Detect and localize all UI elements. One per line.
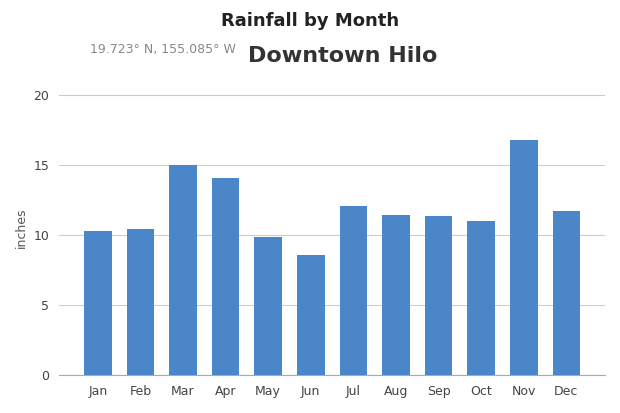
Text: 19.723° N, 155.085° W: 19.723° N, 155.085° W xyxy=(90,43,236,56)
Bar xyxy=(340,206,367,375)
Bar xyxy=(425,216,453,375)
Bar xyxy=(169,165,197,375)
Text: Downtown Hilo: Downtown Hilo xyxy=(248,46,437,66)
Bar xyxy=(510,140,538,375)
Bar xyxy=(254,237,282,375)
Text: Rainfall by Month: Rainfall by Month xyxy=(221,12,399,31)
Bar xyxy=(212,178,239,375)
Bar xyxy=(84,231,112,375)
Bar xyxy=(552,211,580,375)
Y-axis label: inches: inches xyxy=(15,208,28,249)
Bar xyxy=(126,229,154,375)
Bar xyxy=(382,215,410,375)
Bar xyxy=(297,256,325,375)
Bar xyxy=(467,221,495,375)
